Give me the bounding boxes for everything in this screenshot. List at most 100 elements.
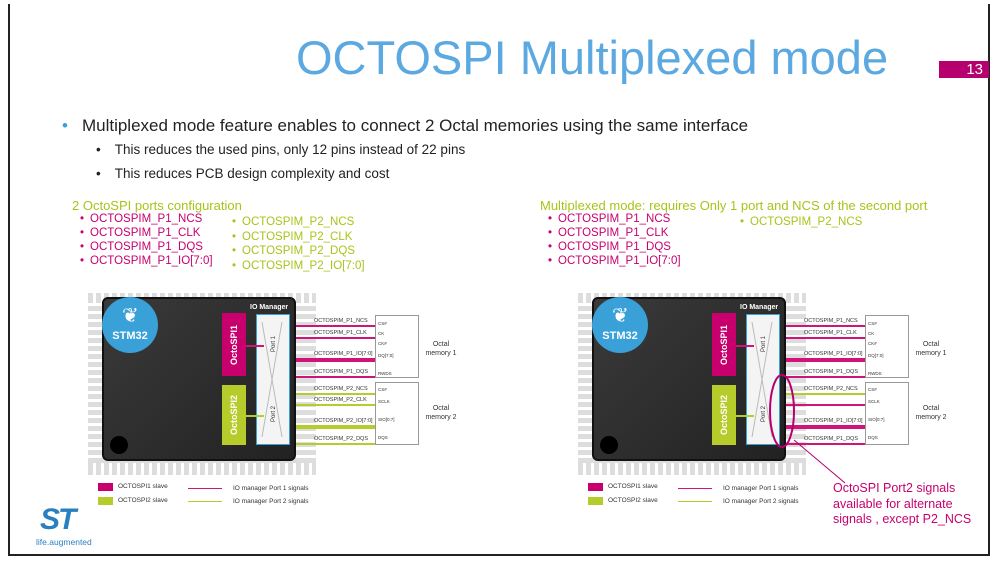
signal-line [786, 393, 865, 395]
signal-line [786, 358, 865, 362]
legend-label: OCTOSPI2 slave [608, 497, 658, 504]
signal-label: OCTOSPIM_P2_CLK [314, 397, 367, 403]
signal-label: OCTOSPIM_P1_NCS [804, 318, 858, 324]
right-heading: Multiplexed mode: requires Only 1 port a… [540, 198, 928, 213]
memory-pin-label: DQ[7:0] [868, 353, 884, 358]
signal-line [296, 443, 375, 445]
signal-list-item: • OCTOSPIM_P1_NCS [548, 213, 671, 225]
signal-label: OCTOSPIM_P2_IO[7:0] [314, 418, 373, 424]
octospi2-block: OctoSPI2 [222, 385, 246, 445]
signal-list-item: • OCTOSPIM_P1_IO[7:0] [548, 255, 681, 267]
memory-pin-label: DQS [378, 435, 388, 440]
signal-list-item: • OCTOSPIM_P1_DQS [548, 241, 671, 253]
signal-name: OCTOSPIM_P1_IO[7:0] [558, 255, 681, 267]
pin1-marker [110, 436, 128, 454]
signal-name: OCTOSPIM_P2_IO[7:0] [242, 259, 365, 272]
signal-line [786, 337, 865, 339]
signal-line [296, 393, 375, 395]
pin1-marker [600, 436, 618, 454]
page-number: 13 [939, 61, 989, 78]
bullet-text: This reduces the used pins, only 12 pins… [114, 142, 466, 157]
signal-label: OCTOSPIM_P1_IO[7:0] [804, 351, 863, 357]
legend-label: IO manager Port 2 signals [723, 498, 799, 505]
signal-label: OCTOSPIM_P2_DQS [314, 436, 368, 442]
callout-line: signals , except P2_NCS [833, 512, 972, 526]
signal-line [786, 376, 865, 378]
io-manager-block [746, 314, 780, 445]
legend-label: IO manager Port 1 signals [723, 485, 799, 492]
octospi1-block: OctoSPI1 [712, 313, 736, 376]
signal-line [296, 425, 375, 429]
signal-label: OCTOSPIM_P2_NCS [804, 386, 858, 392]
signal-line [296, 404, 375, 406]
sub-bullet-2: • This reduces PCB design complexity and … [96, 166, 390, 181]
st-logo: ST [40, 503, 76, 536]
signal-label: OCTOSPIM_P1_IO[7:0] [804, 418, 863, 424]
memory-pin-label: SCLK [868, 399, 880, 404]
stm32-logo: STM32 [592, 297, 648, 353]
signal-line [786, 325, 865, 327]
legend-swatch-ospi2 [98, 497, 113, 505]
legend-swatch-ospi2 [588, 497, 603, 505]
stm32-logo: STM32 [102, 297, 158, 353]
signal-name: OCTOSPIM_P1_DQS [558, 241, 671, 253]
legend-label: OCTOSPI2 slave [118, 497, 168, 504]
octospi-diagram-1: STM32 ❦ OctoSPI1 OctoSPI2 IO Manager Port 1 Po… [88, 293, 488, 523]
signal-name: OCTOSPIM_P1_CLK [558, 227, 669, 239]
memory-pin-label: CS# [378, 321, 387, 326]
signal-line [296, 376, 375, 378]
memory-pin-label: CK# [378, 341, 387, 346]
memory-pin-label: SIO[0:7] [868, 417, 885, 422]
memory-pin-label: CK [868, 331, 875, 336]
memory-pin-label: CS# [378, 387, 387, 392]
octospi1-block: OctoSPI1 [222, 313, 246, 376]
slide-frame [8, 4, 990, 556]
memory-2-label: Octal memory 2 [425, 405, 457, 421]
memory-1-label: Octal memory 1 [915, 341, 947, 357]
legend-swatch-ospi1 [98, 483, 113, 491]
octal-memory-1 [375, 315, 419, 378]
signal-label: OCTOSPIM_P2_NCS [314, 386, 368, 392]
callout-line: OctoSPI Port2 signals [833, 481, 956, 495]
butterfly-icon: ❦ [122, 305, 139, 327]
legend-label: OCTOSPI1 slave [608, 483, 658, 490]
legend-label: IO manager Port 2 signals [233, 498, 309, 505]
octal-memory-2 [865, 382, 909, 445]
callout-line: available for alternate [833, 496, 953, 511]
signal-name: OCTOSPIM_P1_CLK [90, 227, 201, 239]
legend-line-port2 [188, 501, 222, 502]
octospi2-block: OctoSPI2 [712, 385, 736, 445]
octal-memory-2 [375, 382, 419, 445]
signal-name: OCTOSPIM_P2_CLK [242, 230, 353, 243]
legend-label: OCTOSPI1 slave [118, 483, 168, 490]
signal-name: OCTOSPIM_P1_DQS [90, 241, 203, 253]
memory-pin-label: CS# [868, 321, 877, 326]
signal-line [786, 404, 865, 406]
port2-highlight-ellipse [769, 374, 795, 448]
memory-pin-label: CK [378, 331, 385, 336]
butterfly-icon: ❦ [612, 305, 629, 327]
signal-list-item: • OCTOSPIM_P2_CLK [232, 230, 353, 243]
octospi-diagram-2: STM32 ❦ OctoSPI1 OctoSPI2 IO Manager Port 1 Po… [578, 293, 978, 523]
signal-label: OCTOSPIM_P1_CLK [314, 330, 367, 336]
signal-line [296, 325, 375, 327]
signal-label: OCTOSPIM_P1_DQS [314, 369, 368, 375]
signal-label: OCTOSPIM_P1_DQS [804, 436, 858, 442]
signal-list-item: • OCTOSPIM_P1_IO[7:0] [80, 255, 213, 267]
left-heading: 2 OctoSPI ports configuration [72, 198, 242, 213]
signal-list-item: • OCTOSPIM_P2_DQS [232, 245, 355, 257]
callout-text: OctoSPI Port2 signals available for alte… [833, 481, 971, 528]
ospi2-link [736, 415, 754, 417]
signal-line [296, 337, 375, 339]
signal-label: OCTOSPIM_P1_CLK [804, 330, 857, 336]
signal-list-item: • OCTOSPIM_P2_NCS [232, 216, 355, 228]
memory-pin-label: RWDS [378, 371, 392, 376]
signal-list-item: • OCTOSPIM_P2_NCS [740, 216, 863, 228]
memory-pin-label: DQS [868, 435, 878, 440]
signal-name: OCTOSPIM_P1_NCS [90, 213, 203, 225]
signal-name: OCTOSPIM_P2_NCS [242, 216, 355, 228]
legend-label: IO manager Port 1 signals [233, 485, 309, 492]
legend-swatch-ospi1 [588, 483, 603, 491]
signal-label: OCTOSPIM_P1_IO[7:0] [314, 351, 373, 357]
